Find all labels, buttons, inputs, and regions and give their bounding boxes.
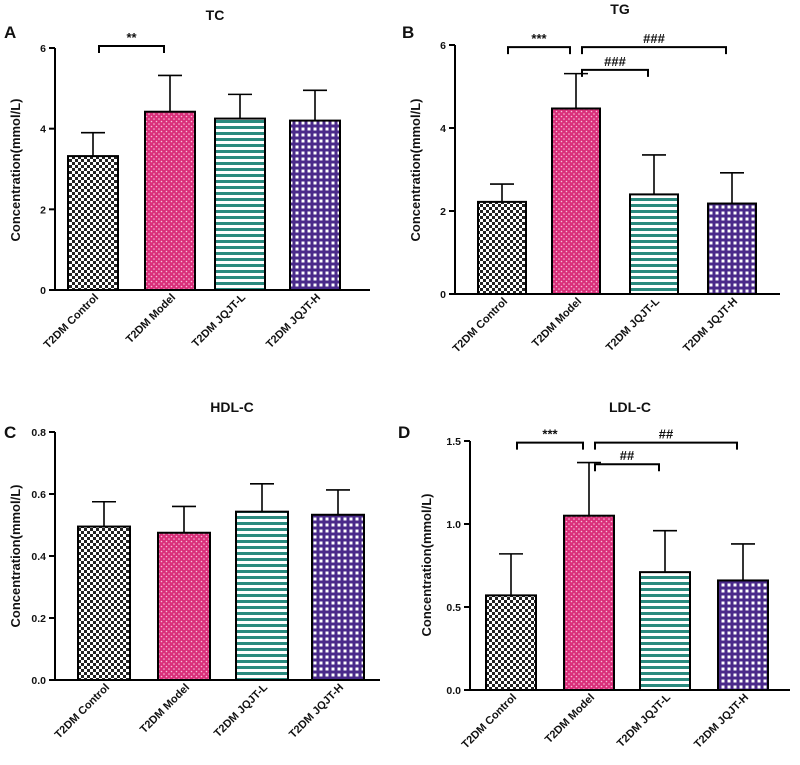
- panel-d-sig-bracket: [594, 463, 660, 472]
- panel-d-sig-bracket: [594, 441, 738, 450]
- panel-b-ytick-label: 6: [440, 40, 446, 52]
- panel-b-category-label: T2DM Control: [451, 296, 510, 355]
- panel-d-category-label: T2DM Control: [460, 692, 519, 751]
- panel-c-ytick-label: 0.4: [31, 551, 46, 563]
- panel-d-title: LDL-C: [609, 399, 651, 415]
- panel-c-ytick-label: 0.8: [31, 427, 46, 439]
- panel-d-ytick-label: 1.5: [446, 436, 461, 448]
- panel-c: C HDL-C Concentration(mmol/L) 0.00.20.40…: [4, 399, 380, 741]
- panel-a-categories: T2DM Control T2DM Model T2DM JQJT-L T2DM JQ…: [42, 291, 324, 351]
- panel-c-ticks: 0.0 0.2 0.4 0.6 0.8: [31, 427, 55, 687]
- panel-c-ytick-label: 0.6: [31, 489, 46, 501]
- panel-b-sig-bracket: [581, 68, 649, 77]
- panel-d-category-label: T2DM JQJT-H: [692, 692, 751, 751]
- panel-b-bars: [477, 72, 757, 296]
- panel-a-bar-jqjt-h: [289, 119, 341, 291]
- panel-a-category-label: T2DM JQJT-H: [264, 292, 323, 351]
- panel-d-sig-bracket: [516, 441, 584, 450]
- panel-a-sig-label: **: [126, 30, 137, 45]
- panel-d-sig-label: ##: [659, 427, 674, 442]
- panel-d-ytick-label: 1.0: [446, 519, 461, 531]
- panel-b-title: TG: [610, 1, 630, 17]
- panel-a-bars: [67, 74, 341, 292]
- panel-b-category-label: T2DM JQJT-L: [604, 295, 662, 353]
- panel-c-bars: [77, 482, 365, 682]
- panel-b-significance: *** ### ###: [507, 31, 727, 77]
- panel-c-category-label: T2DM Model: [138, 682, 192, 736]
- panel-d-sig-label: ##: [620, 448, 635, 463]
- panel-b-category-label: T2DM Model: [530, 296, 584, 350]
- panel-d-categories: T2DM Control T2DM Model T2DM JQJT-L T2DM JQ…: [460, 691, 752, 751]
- panel-a-category-label: T2DM Model: [124, 292, 178, 346]
- panel-a: A TC Concentration(mmol/L) 0 2 4 6 ** T2DM …: [4, 7, 370, 351]
- panel-c-category-label: T2DM JQJT-L: [212, 681, 270, 739]
- panel-b-ticks: 0 2 4 6: [440, 40, 455, 301]
- panel-a-bar-jqjt-l: [214, 117, 266, 292]
- panel-b: B TG Concentration(mmol/L) 0 2 4 6 *** ### ##…: [402, 1, 780, 355]
- panel-b-categories: T2DM Control T2DM Model T2DM JQJT-L T2DM JQ…: [451, 295, 741, 355]
- panel-a-ytick-label: 0: [40, 285, 46, 297]
- panel-c-ytick-label: 0.0: [31, 675, 46, 687]
- panel-c-title: HDL-C: [210, 399, 254, 415]
- panel-b-bar-jqjt-h: [707, 202, 757, 295]
- panel-c-ytick-label: 0.2: [31, 613, 46, 625]
- panel-c-category-label: T2DM Control: [53, 682, 112, 741]
- panel-d-bar-jqjt-l: [639, 571, 691, 692]
- panel-c-bar-model: [157, 531, 211, 681]
- panel-a-ytick-label: 6: [40, 43, 46, 55]
- panel-d-bar-control: [485, 594, 537, 692]
- panel-d-bar-model: [563, 514, 615, 692]
- panel-b-sig-bracket: [581, 46, 727, 55]
- panel-c-bar-jqjt-h: [311, 513, 365, 682]
- panel-a-category-label: T2DM Control: [42, 292, 101, 351]
- panel-b-ytick-label: 4: [440, 123, 446, 135]
- panel-b-category-label: T2DM JQJT-H: [681, 296, 740, 355]
- panel-b-sig-label: ***: [531, 31, 547, 46]
- panel-c-letter: C: [4, 423, 16, 442]
- panel-d-ytick-label: 0.0: [446, 685, 461, 697]
- panel-d-bar-jqjt-h: [717, 579, 769, 691]
- panel-c-category-label: T2DM JQJT-H: [287, 682, 346, 741]
- panel-d-bars: [485, 461, 769, 692]
- panel-d-significance: *** ## ##: [516, 427, 738, 472]
- panel-d-ylabel: Concentration(mmol/L): [419, 494, 434, 637]
- panel-b-ylabel: Concentration(mmol/L): [408, 99, 423, 242]
- panel-d-ytick-label: 0.5: [446, 602, 461, 614]
- panel-d-category-label: T2DM Model: [543, 692, 597, 746]
- panel-c-ylabel: Concentration(mmol/L): [8, 485, 23, 628]
- panel-b-ytick-label: 2: [440, 206, 446, 218]
- panel-b-bar-control: [477, 200, 527, 295]
- panel-a-sig-bracket: [98, 44, 165, 53]
- panel-b-bar-jqjt-l: [629, 193, 679, 295]
- panel-b-sig-label: ###: [643, 31, 665, 46]
- panel-b-sig-label: ###: [604, 54, 626, 69]
- panel-c-bar-jqjt-l: [235, 510, 289, 682]
- panel-a-ticks: 0 2 4 6: [40, 43, 55, 297]
- panel-a-ytick-label: 4: [40, 124, 46, 136]
- panel-a-title: TC: [206, 7, 225, 23]
- panel-d-ticks: 0.0 0.5 1.0 1.5: [446, 436, 470, 697]
- panel-b-bar-model: [551, 107, 601, 296]
- panel-c-categories: T2DM Control T2DM Model T2DM JQJT-L T2DM JQ…: [53, 681, 347, 741]
- panel-d-sig-label: ***: [542, 427, 558, 442]
- panel-a-significance: **: [98, 30, 165, 53]
- panel-d-letter: D: [398, 423, 410, 442]
- panel-b-ytick-label: 0: [440, 289, 446, 301]
- panel-d: D LDL-C Concentration(mmol/L) 0.0 0.5 1.0 1…: [398, 399, 790, 751]
- panel-a-category-label: T2DM JQJT-L: [190, 291, 248, 349]
- panel-b-letter: B: [402, 23, 414, 42]
- panel-a-ylabel: Concentration(mmol/L): [8, 99, 23, 242]
- panel-d-category-label: T2DM JQJT-L: [615, 691, 673, 749]
- panel-a-letter: A: [4, 23, 16, 42]
- panel-a-bar-control: [67, 155, 119, 291]
- panel-b-sig-bracket: [507, 46, 571, 55]
- panel-a-ytick-label: 2: [40, 204, 46, 216]
- panel-a-bar-model: [144, 110, 196, 291]
- panel-c-bar-control: [77, 525, 131, 681]
